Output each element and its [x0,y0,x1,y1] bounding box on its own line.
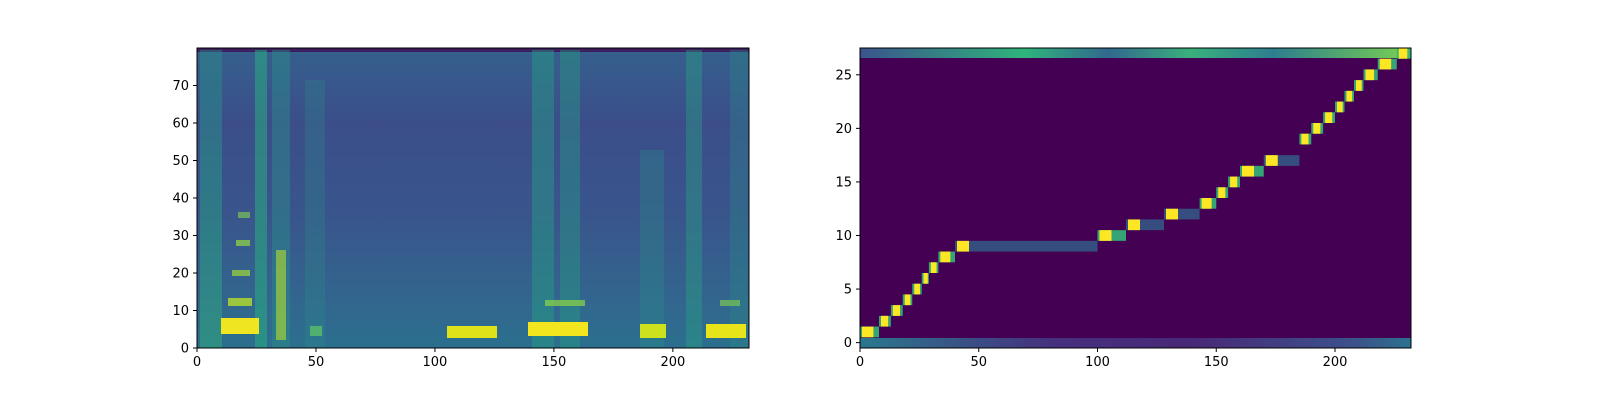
alignment-x-tick-label: 150 [1204,355,1229,370]
spectrogram-y-tick-label: 70 [172,79,189,94]
spectrogram-x-tick-label: 0 [193,355,201,370]
alignment-y-ticks: 0 5 10 15 20 25 [835,68,860,351]
spectrogram-x-tick-label: 150 [541,355,566,370]
alignment-peak [1218,187,1226,198]
alignment-peak [1099,230,1112,241]
spectrogram-y-tick-label: 10 [172,304,189,319]
alignment-peak [957,240,969,252]
alignment-y-tick-label: 25 [835,68,852,83]
alignment-peak [1301,133,1309,145]
spectrogram-y-tick-label: 50 [172,154,189,169]
alignment-background [860,48,1411,348]
alignment-cell [955,240,1098,252]
alignment-peak [1356,80,1362,91]
alignment-peak [1128,219,1140,231]
alignment-y-tick-label: 5 [844,283,852,298]
spectrogram-low-band [221,212,746,340]
spectrogram-panel: 0 50 100 150 200 0 10 20 30 40 50 60 70 [172,47,750,370]
alignment-y-tick-label: 15 [835,175,852,190]
spectrogram-x-tick-label: 200 [660,355,685,370]
alignment-top-row [860,48,1411,58]
alignment-peak [1166,208,1178,220]
alignment-peak [1265,155,1278,166]
alignment-peak [862,326,874,338]
alignment-bottom-row [860,338,1411,348]
alignment-peak [1201,198,1212,209]
alignment-peak [930,262,937,273]
alignment-y-tick-label: 20 [835,122,852,137]
alignment-peak [1346,90,1353,102]
spectrogram-top-dark-band [197,48,749,52]
spectrogram-y-tick-label: 60 [172,117,189,132]
alignment-peak [940,251,951,263]
spectrogram-streaks [200,50,748,348]
alignment-peak [1337,101,1343,113]
spectrogram-x-tick-label: 50 [308,355,325,370]
alignment-y-tick-label: 0 [844,336,852,351]
spectrogram-y-tick-label: 0 [181,342,189,357]
alignment-peak [1242,165,1254,177]
alignment-x-ticks: 0 50 100 150 200 [856,348,1348,370]
alignment-panel: 0 50 100 150 200 0 5 10 15 20 25 [835,47,1412,370]
alignment-peak [1230,176,1238,188]
spectrogram-y-tick-label: 20 [172,267,189,282]
alignment-peak [1379,58,1392,70]
alignment-cell [1263,155,1300,166]
spectrogram-y-tick-label: 30 [172,229,189,244]
spectrogram-x-tick-label: 100 [423,355,448,370]
alignment-y-tick-label: 10 [835,229,852,244]
alignment-x-tick-label: 200 [1323,355,1348,370]
alignment-path [860,48,1411,338]
alignment-frame [859,47,1412,349]
spectrogram-background [197,48,749,348]
spectrogram-y-ticks: 0 10 20 30 40 50 60 70 [172,79,197,357]
alignment-peak [1398,48,1408,59]
alignment-peak [1313,123,1321,134]
alignment-peak [923,273,928,284]
alignment-x-tick-label: 0 [856,355,864,370]
alignment-peak [1365,69,1375,81]
alignment-x-tick-label: 50 [970,355,987,370]
alignment-cell [1164,208,1200,220]
alignment-peak [881,315,889,327]
alignment-peak [1325,112,1333,123]
spectrogram-x-ticks: 0 50 100 150 200 [193,348,685,370]
alignment-peak [892,305,900,316]
alignment-cell [1097,230,1126,241]
spectrogram-y-tick-label: 40 [172,192,189,207]
alignment-cell [1126,219,1164,231]
alignment-peak [904,294,911,306]
alignment-x-tick-label: 100 [1085,355,1110,370]
alignment-peak [914,283,920,295]
